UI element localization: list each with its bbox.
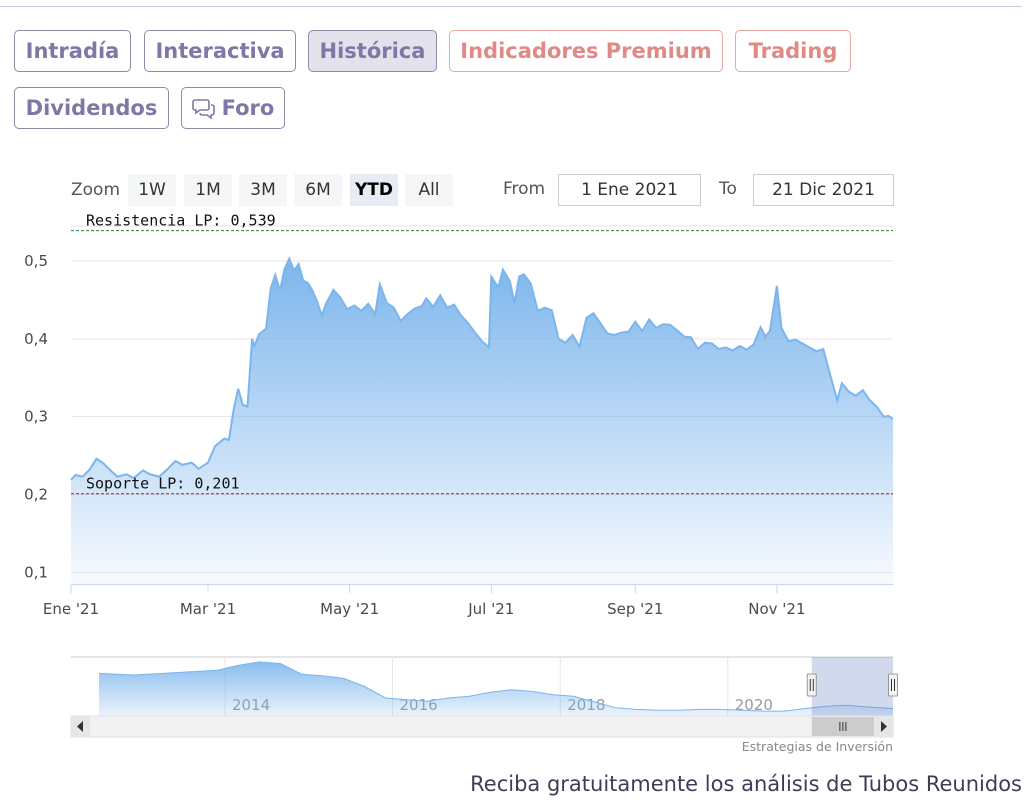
- top-divider: [0, 6, 1022, 7]
- plot-line-label: Resistencia LP: 0,539: [86, 212, 276, 230]
- zoom-3m-button[interactable]: 3M: [239, 174, 287, 206]
- tab-label: Indicadores Premium: [460, 39, 712, 63]
- tab-label: Foro: [221, 96, 275, 120]
- to-date-input[interactable]: [753, 174, 894, 206]
- navigator-selection: [811, 657, 893, 716]
- price-line: [70, 256, 894, 481]
- from-label: From: [503, 179, 546, 199]
- navigator[interactable]: 2014201620182020: [70, 656, 898, 738]
- navigator-right-handle[interactable]: [888, 673, 898, 697]
- y-tick-label: 0,3: [24, 408, 48, 426]
- tab-label: Trading: [748, 39, 838, 63]
- zoom-6m-button[interactable]: 6M: [294, 174, 342, 206]
- tab-dividendos[interactable]: Dividendos: [14, 87, 169, 129]
- x-tick-label: Sep '21: [607, 600, 663, 618]
- tab-label: Intradía: [25, 39, 120, 63]
- from-date-input[interactable]: [558, 174, 701, 206]
- plot-line-label: Soporte LP: 0,201: [86, 475, 240, 493]
- y-tick-label: 0,4: [24, 330, 48, 348]
- chat-bubbles-icon: [191, 99, 215, 119]
- tab-historica[interactable]: Histórica: [308, 30, 437, 72]
- x-tick-label: May '21: [320, 600, 379, 618]
- footer-link[interactable]: Reciba gratuitamente los análisis de Tub…: [470, 772, 1022, 796]
- tab-foro[interactable]: Foro: [181, 87, 285, 129]
- zoom-1w-button[interactable]: 1W: [128, 174, 176, 206]
- zoom-all-button[interactable]: All: [405, 174, 453, 206]
- zoom-1m-button[interactable]: 1M: [184, 174, 232, 206]
- navigator-left-handle[interactable]: [806, 673, 817, 697]
- to-label: To: [719, 179, 737, 199]
- chart-credits[interactable]: Estrategias de Inversión: [741, 739, 893, 754]
- zoom-ytd-button[interactable]: YTD: [350, 174, 398, 206]
- plot-lines: Resistencia LP: 0,539 Soporte LP: 0,201: [71, 212, 893, 495]
- scrollbar-track: [70, 715, 894, 738]
- x-tick-label: Jul '21: [467, 600, 514, 618]
- y-tick-label: 0,1: [24, 563, 48, 581]
- tab-label: Dividendos: [25, 96, 158, 120]
- navigator-scrollbar[interactable]: [70, 715, 894, 738]
- arrow-right-icon: [881, 721, 887, 732]
- zoom-label: Zoom: [71, 180, 121, 200]
- navigator-area: [99, 661, 893, 716]
- tab-interactiva[interactable]: Interactiva: [144, 30, 296, 72]
- handle-box: [888, 673, 898, 697]
- price-area: [71, 258, 893, 584]
- tab-trading[interactable]: Trading: [735, 30, 851, 72]
- handle-box: [806, 673, 817, 697]
- x-tick-label: Ene '21: [43, 600, 99, 618]
- tab-indicadores-premium[interactable]: Indicadores Premium: [449, 30, 723, 72]
- tab-label: Histórica: [319, 39, 426, 63]
- navigator-line: [98, 661, 894, 712]
- y-axis: 0,1 0,2 0,3 0,4 0,5: [24, 252, 48, 581]
- tab-label: Interactiva: [155, 39, 285, 63]
- x-tick-label: Nov '21: [748, 600, 805, 618]
- x-axis: Ene '21 Mar '21 May '21 Jul '21 Sep '21 Nov '…: [43, 584, 893, 618]
- y-tick-label: 0,5: [24, 252, 48, 270]
- y-tick-label: 0,2: [24, 486, 48, 504]
- navigator-tick-label: 2020: [735, 696, 773, 714]
- tab-intradia[interactable]: Intradía: [14, 30, 131, 72]
- arrow-left-icon: [77, 721, 83, 732]
- x-tick-label: Mar '21: [180, 600, 236, 618]
